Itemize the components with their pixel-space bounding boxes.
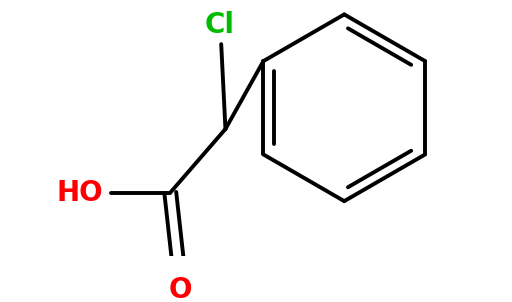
Text: O: O [169,276,192,302]
Text: HO: HO [57,179,103,207]
Text: Cl: Cl [204,11,234,39]
